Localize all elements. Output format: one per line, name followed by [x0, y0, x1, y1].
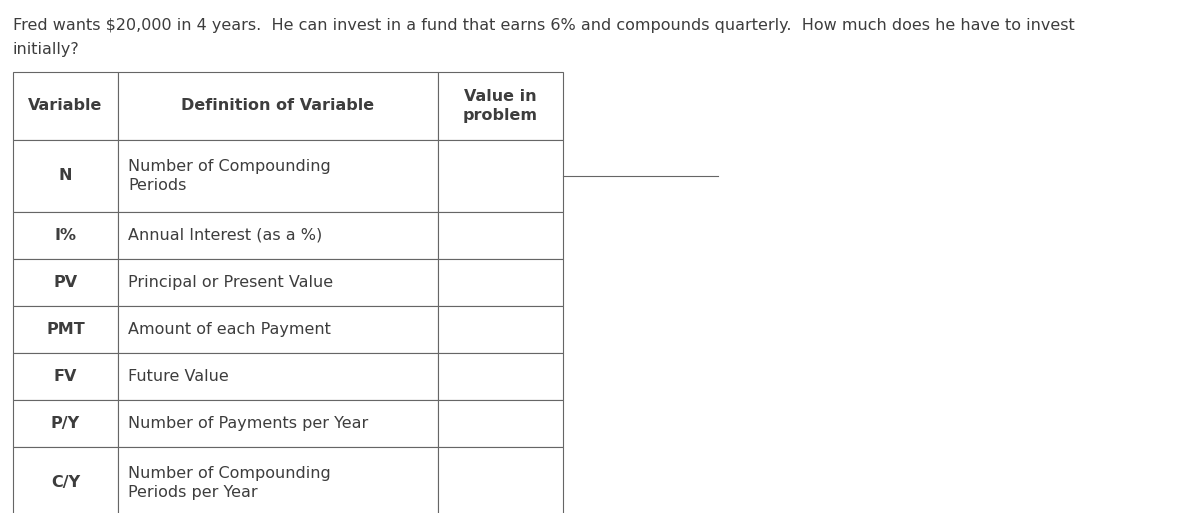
Bar: [438, 447, 563, 513]
Text: C/Y: C/Y: [50, 476, 80, 490]
Text: Number of Compounding
Periods: Number of Compounding Periods: [128, 159, 331, 193]
Bar: [438, 140, 563, 212]
Bar: [118, 353, 438, 400]
Bar: [13, 353, 118, 400]
Bar: [118, 400, 438, 447]
Bar: [13, 306, 118, 353]
Text: Fred wants $20,000 in 4 years.  He can invest in a fund that earns 6% and compou: Fred wants $20,000 in 4 years. He can in…: [13, 18, 1075, 33]
Text: initially?: initially?: [13, 42, 79, 57]
Bar: [438, 72, 563, 140]
Text: Definition of Variable: Definition of Variable: [181, 98, 374, 113]
Text: Future Value: Future Value: [128, 369, 229, 384]
Text: P/Y: P/Y: [50, 416, 80, 431]
Bar: [13, 140, 118, 212]
Bar: [438, 353, 563, 400]
Text: Value in
problem: Value in problem: [463, 89, 538, 124]
Text: Variable: Variable: [29, 98, 103, 113]
Bar: [118, 72, 438, 140]
Bar: [438, 259, 563, 306]
Bar: [438, 306, 563, 353]
Text: I%: I%: [54, 228, 77, 243]
Text: Amount of each Payment: Amount of each Payment: [128, 322, 331, 337]
Text: PV: PV: [54, 275, 78, 290]
Bar: [118, 212, 438, 259]
Bar: [13, 72, 118, 140]
Bar: [118, 140, 438, 212]
Text: Number of Payments per Year: Number of Payments per Year: [128, 416, 368, 431]
Bar: [13, 400, 118, 447]
Bar: [438, 212, 563, 259]
Text: Principal or Present Value: Principal or Present Value: [128, 275, 334, 290]
Bar: [118, 306, 438, 353]
Text: Annual Interest (as a %): Annual Interest (as a %): [128, 228, 323, 243]
Bar: [118, 447, 438, 513]
Text: FV: FV: [54, 369, 77, 384]
Text: Number of Compounding
Periods per Year: Number of Compounding Periods per Year: [128, 466, 331, 500]
Text: PMT: PMT: [46, 322, 85, 337]
Bar: [13, 447, 118, 513]
Bar: [13, 212, 118, 259]
Text: N: N: [59, 168, 72, 184]
Bar: [118, 259, 438, 306]
Bar: [438, 400, 563, 447]
Bar: [13, 259, 118, 306]
